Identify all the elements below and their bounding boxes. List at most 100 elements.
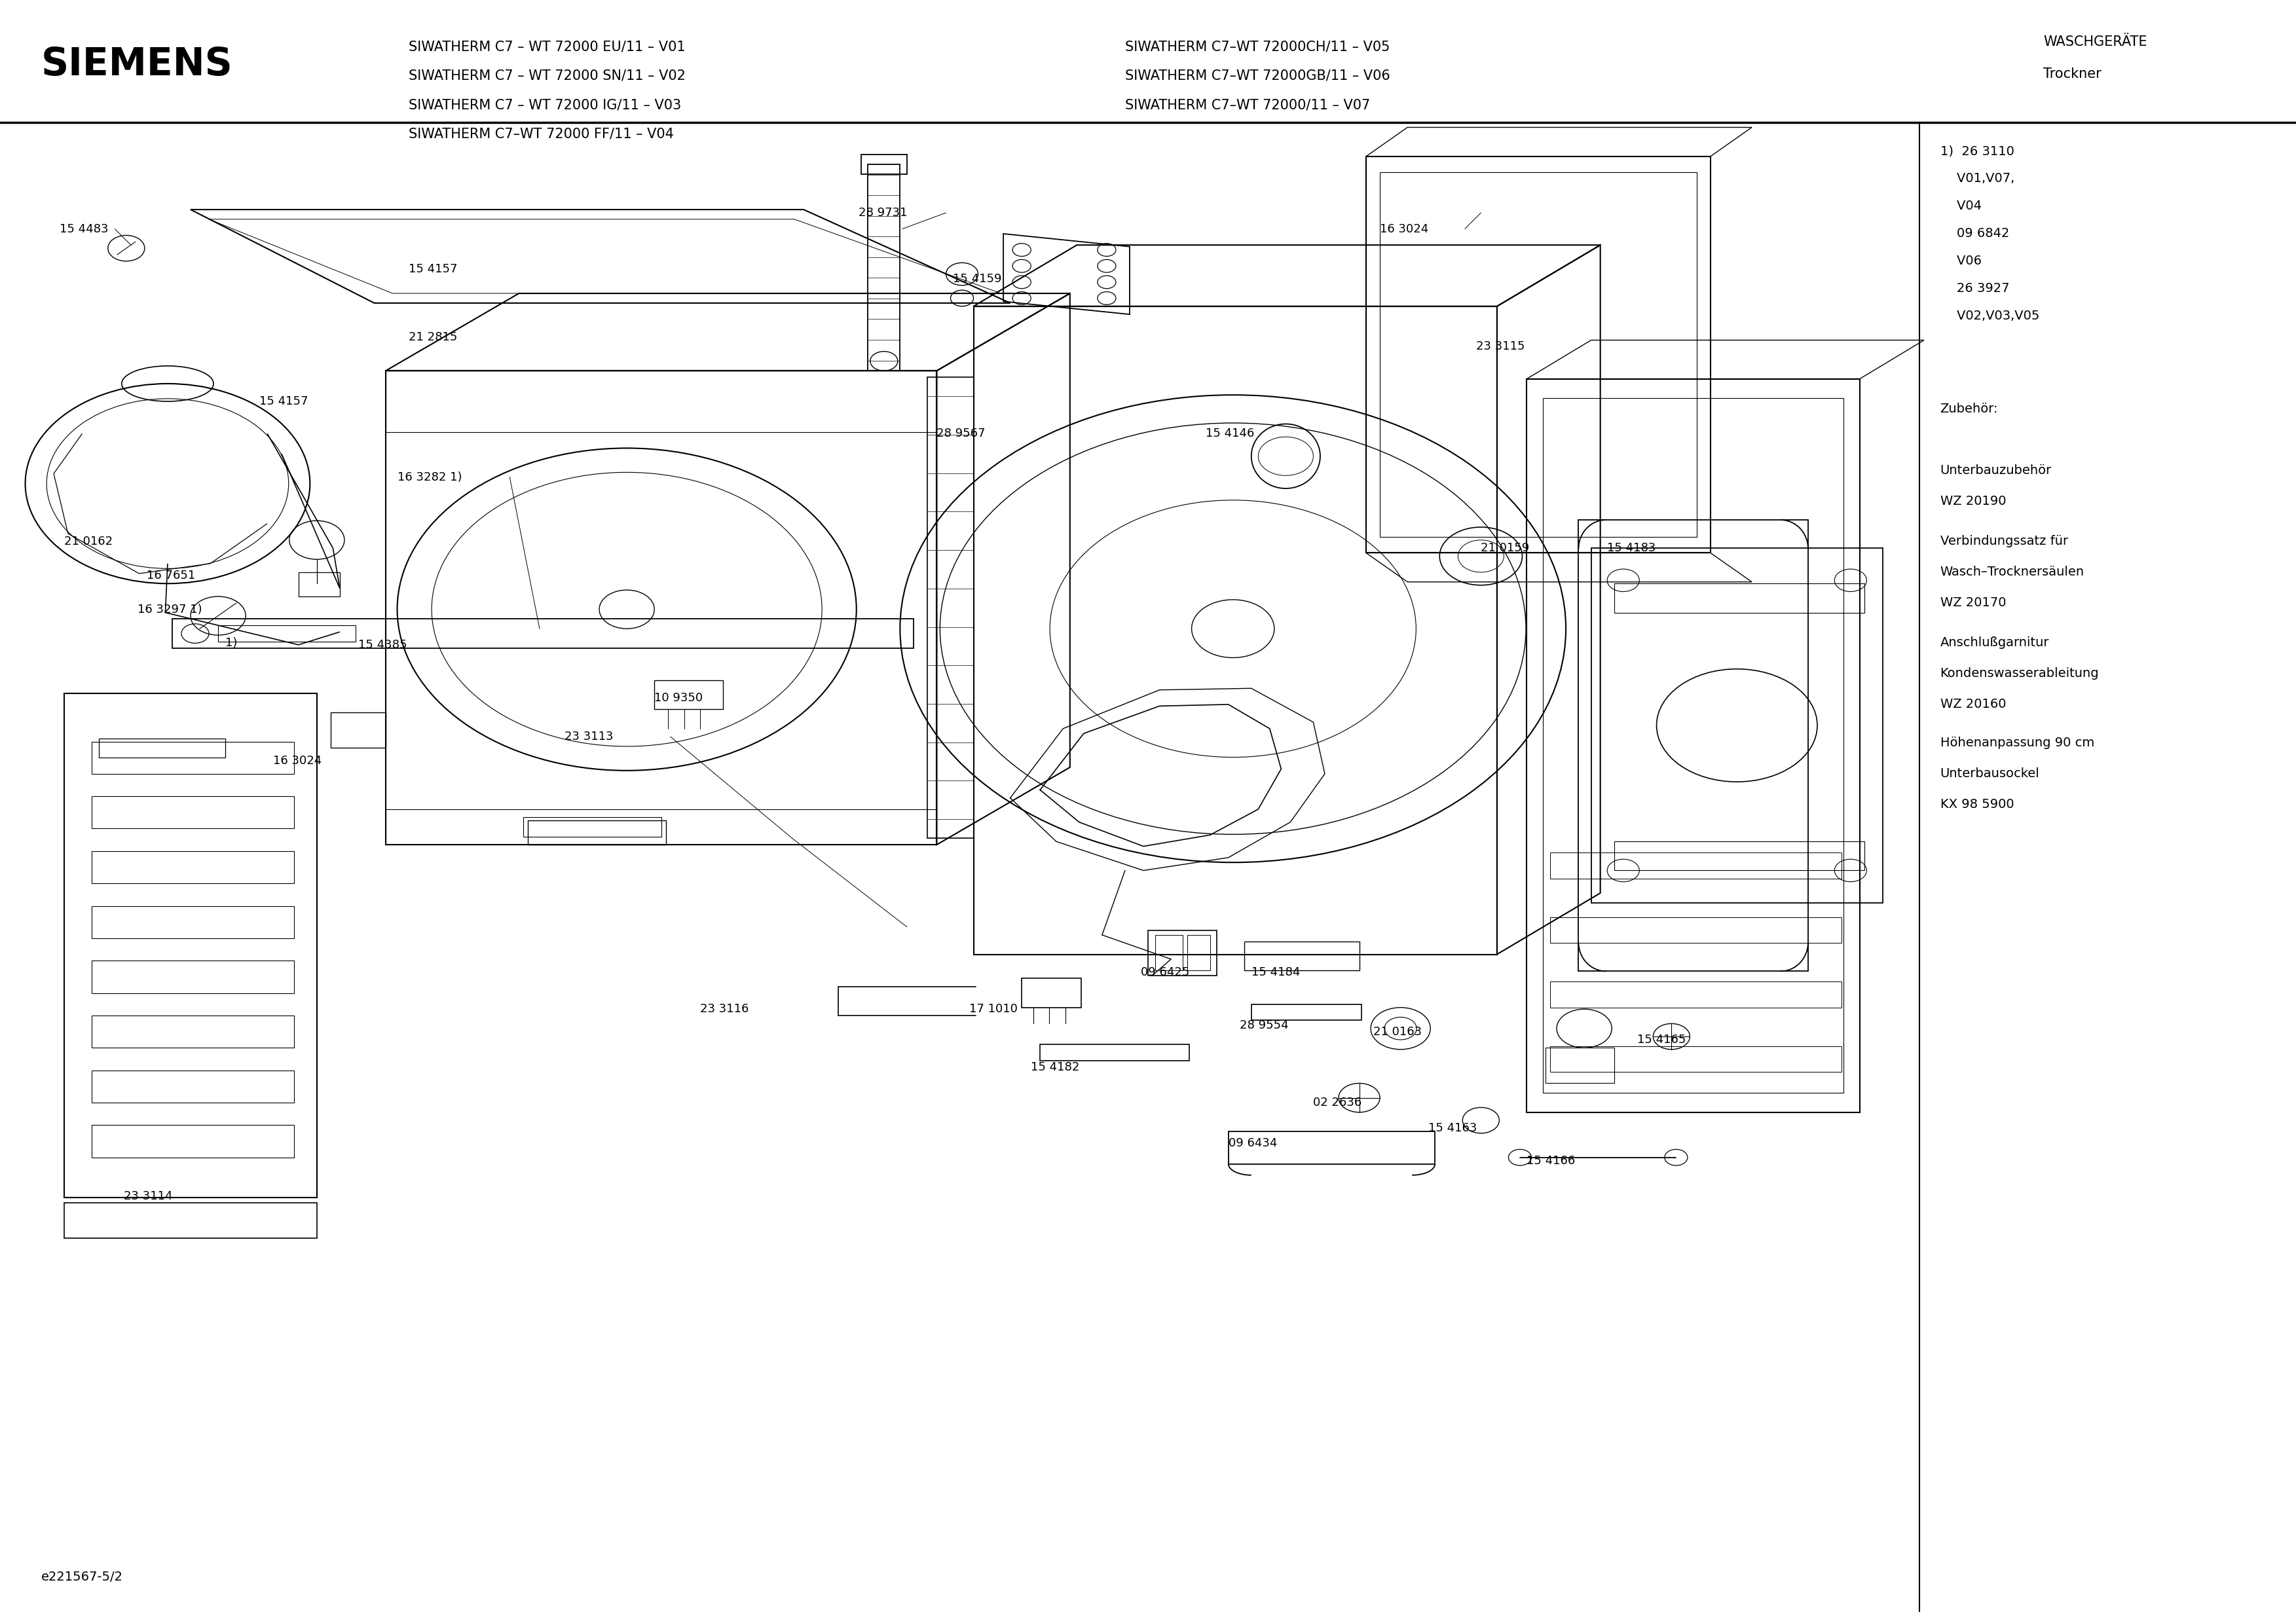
Text: KX 98 5900: KX 98 5900 — [1940, 798, 2014, 811]
Bar — [1550, 917, 1841, 943]
Text: WZ 20160: WZ 20160 — [1940, 698, 2007, 711]
Text: 02 2636: 02 2636 — [1313, 1096, 1362, 1109]
Text: 16 3297 1): 16 3297 1) — [138, 603, 202, 616]
Text: 21 0159: 21 0159 — [1481, 542, 1529, 555]
Text: 15 4163: 15 4163 — [1428, 1122, 1476, 1135]
Bar — [1545, 1048, 1614, 1083]
Text: Verbindungssatz für: Verbindungssatz für — [1940, 535, 2069, 548]
Text: WZ 20190: WZ 20190 — [1940, 495, 2007, 508]
Text: Kondenswasserableitung: Kondenswasserableitung — [1940, 667, 2099, 680]
Bar — [523, 817, 661, 837]
Text: WASCHGERÄTE: WASCHGERÄTE — [2043, 35, 2147, 48]
Text: SIWATHERM C7 – WT 72000 EU/11 – V01: SIWATHERM C7 – WT 72000 EU/11 – V01 — [409, 40, 687, 53]
Text: 15 4157: 15 4157 — [409, 263, 457, 276]
Text: WZ 20170: WZ 20170 — [1940, 596, 2007, 609]
Text: Unterbausockel: Unterbausockel — [1940, 767, 2039, 780]
Text: SIWATHERM C7–WT 72000/11 – V07: SIWATHERM C7–WT 72000/11 – V07 — [1125, 98, 1371, 111]
Bar — [528, 821, 666, 845]
Text: SIWATHERM C7–WT 72000GB/11 – V06: SIWATHERM C7–WT 72000GB/11 – V06 — [1125, 69, 1389, 82]
Text: V06: V06 — [1940, 255, 1981, 268]
Text: Wasch–Trocknersäulen: Wasch–Trocknersäulen — [1940, 566, 2085, 579]
Bar — [298, 572, 340, 596]
Text: 23 3114: 23 3114 — [124, 1190, 172, 1203]
Text: Trockner: Trockner — [2043, 68, 2101, 81]
Bar — [1614, 584, 1864, 613]
Text: 17 1010: 17 1010 — [969, 1003, 1017, 1016]
Bar — [92, 906, 294, 938]
Bar — [218, 625, 356, 642]
Text: V04: V04 — [1940, 200, 1981, 213]
Text: Anschlußgarnitur: Anschlußgarnitur — [1940, 637, 2048, 650]
Text: 16 3282 1): 16 3282 1) — [397, 471, 461, 484]
Bar — [331, 713, 386, 748]
Text: 16 7651: 16 7651 — [147, 569, 195, 582]
Bar — [92, 1125, 294, 1157]
Bar — [99, 738, 225, 758]
Bar — [1550, 1046, 1841, 1072]
Text: 28 9554: 28 9554 — [1240, 1019, 1288, 1032]
Text: 15 4182: 15 4182 — [1031, 1061, 1079, 1074]
Bar — [386, 809, 937, 845]
Bar — [861, 155, 907, 174]
Text: SIWATHERM C7–WT 72000 FF/11 – V04: SIWATHERM C7–WT 72000 FF/11 – V04 — [409, 127, 673, 140]
Bar — [1251, 1004, 1362, 1020]
Text: 28 9567: 28 9567 — [937, 427, 985, 440]
Text: SIEMENS: SIEMENS — [41, 45, 232, 84]
Text: 10 9350: 10 9350 — [654, 692, 703, 704]
Text: SIWATHERM C7 – WT 72000 SN/11 – V02: SIWATHERM C7 – WT 72000 SN/11 – V02 — [409, 69, 687, 82]
Text: 16 3024: 16 3024 — [1380, 222, 1428, 235]
Text: 16 3024: 16 3024 — [273, 754, 321, 767]
Bar — [928, 377, 974, 838]
Bar — [386, 371, 937, 432]
Bar — [1550, 982, 1841, 1008]
Text: 09 6434: 09 6434 — [1228, 1136, 1277, 1149]
Text: 15 4184: 15 4184 — [1251, 966, 1300, 978]
Bar — [1244, 941, 1359, 970]
Bar — [868, 164, 900, 371]
Bar — [92, 961, 294, 993]
Text: 15 4385: 15 4385 — [358, 638, 406, 651]
Text: V01,V07,: V01,V07, — [1940, 172, 2014, 185]
Bar — [92, 796, 294, 829]
Text: 26 3927: 26 3927 — [1940, 282, 2009, 295]
Text: Zubehör:: Zubehör: — [1940, 403, 1998, 416]
Text: 23 3113: 23 3113 — [565, 730, 613, 743]
Text: 15 4157: 15 4157 — [259, 395, 308, 408]
Text: 21 0162: 21 0162 — [64, 535, 113, 548]
Bar — [1040, 1045, 1189, 1061]
Text: Unterbauzubehör: Unterbauzubehör — [1940, 464, 2053, 477]
Text: 21 2815: 21 2815 — [409, 330, 457, 343]
Text: 15 4146: 15 4146 — [1205, 427, 1254, 440]
Text: 15 4166: 15 4166 — [1527, 1154, 1575, 1167]
Text: e221567-5/2: e221567-5/2 — [41, 1570, 124, 1583]
Text: 23 3116: 23 3116 — [700, 1003, 748, 1016]
Text: V02,V03,V05: V02,V03,V05 — [1940, 310, 2039, 322]
Bar — [1155, 935, 1182, 970]
Text: 21 0163: 21 0163 — [1373, 1025, 1421, 1038]
Text: 09 6842: 09 6842 — [1940, 227, 2009, 240]
Text: 1)  26 3110: 1) 26 3110 — [1940, 145, 2014, 158]
Bar — [1614, 841, 1864, 870]
Text: 15 4183: 15 4183 — [1607, 542, 1655, 555]
Text: 23 3115: 23 3115 — [1476, 340, 1525, 353]
Bar — [92, 742, 294, 774]
Bar — [172, 619, 914, 648]
Bar — [92, 1070, 294, 1103]
Bar — [92, 851, 294, 883]
Bar — [64, 1203, 317, 1238]
Text: Höhenanpassung 90 cm: Höhenanpassung 90 cm — [1940, 737, 2094, 750]
Bar — [1187, 935, 1210, 970]
Text: 15 4159: 15 4159 — [953, 272, 1001, 285]
Text: 15 4483: 15 4483 — [60, 222, 108, 235]
Bar — [654, 680, 723, 709]
Bar — [1148, 930, 1217, 975]
Bar — [1022, 978, 1081, 1008]
Bar — [92, 1016, 294, 1048]
Bar — [1550, 853, 1841, 879]
Text: 15 4165: 15 4165 — [1637, 1033, 1685, 1046]
Text: 09 6425: 09 6425 — [1141, 966, 1189, 978]
Bar — [1580, 521, 1807, 970]
Text: SIWATHERM C7 – WT 72000 IG/11 – V03: SIWATHERM C7 – WT 72000 IG/11 – V03 — [409, 98, 682, 111]
Text: SIWATHERM C7–WT 72000CH/11 – V05: SIWATHERM C7–WT 72000CH/11 – V05 — [1125, 40, 1389, 53]
Text: 28 9731: 28 9731 — [859, 206, 907, 219]
